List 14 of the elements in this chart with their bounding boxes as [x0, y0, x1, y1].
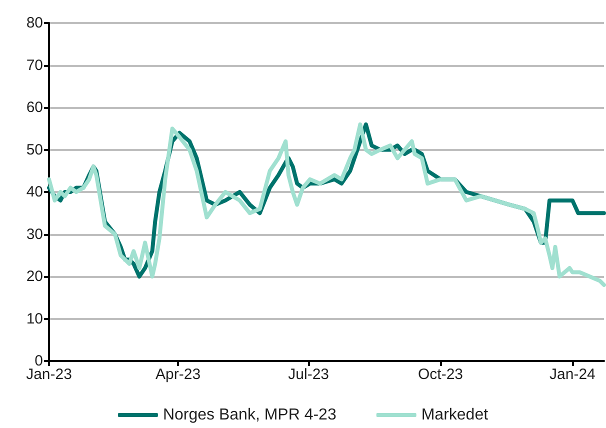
y-tick-label: 50: [26, 141, 43, 158]
y-tick-label: 60: [26, 99, 43, 116]
x-tick-label: Oct-23: [418, 366, 464, 383]
x-tick-label: Jan-24: [550, 366, 596, 383]
y-tick-label: 10: [26, 310, 43, 328]
y-tick-label: 30: [26, 226, 43, 243]
y-tick-label: 20: [26, 268, 43, 285]
x-tick-label: Jul-23: [288, 366, 330, 383]
legend-label: Norges Bank, MPR 4-23: [162, 406, 336, 424]
legend-label: Markedet: [421, 406, 489, 424]
y-tick-label: 40: [26, 184, 43, 200]
y-tick-label: 70: [26, 56, 43, 74]
y-tick-label: 80: [26, 14, 43, 32]
x-tick-label: Apr-23: [156, 366, 201, 383]
